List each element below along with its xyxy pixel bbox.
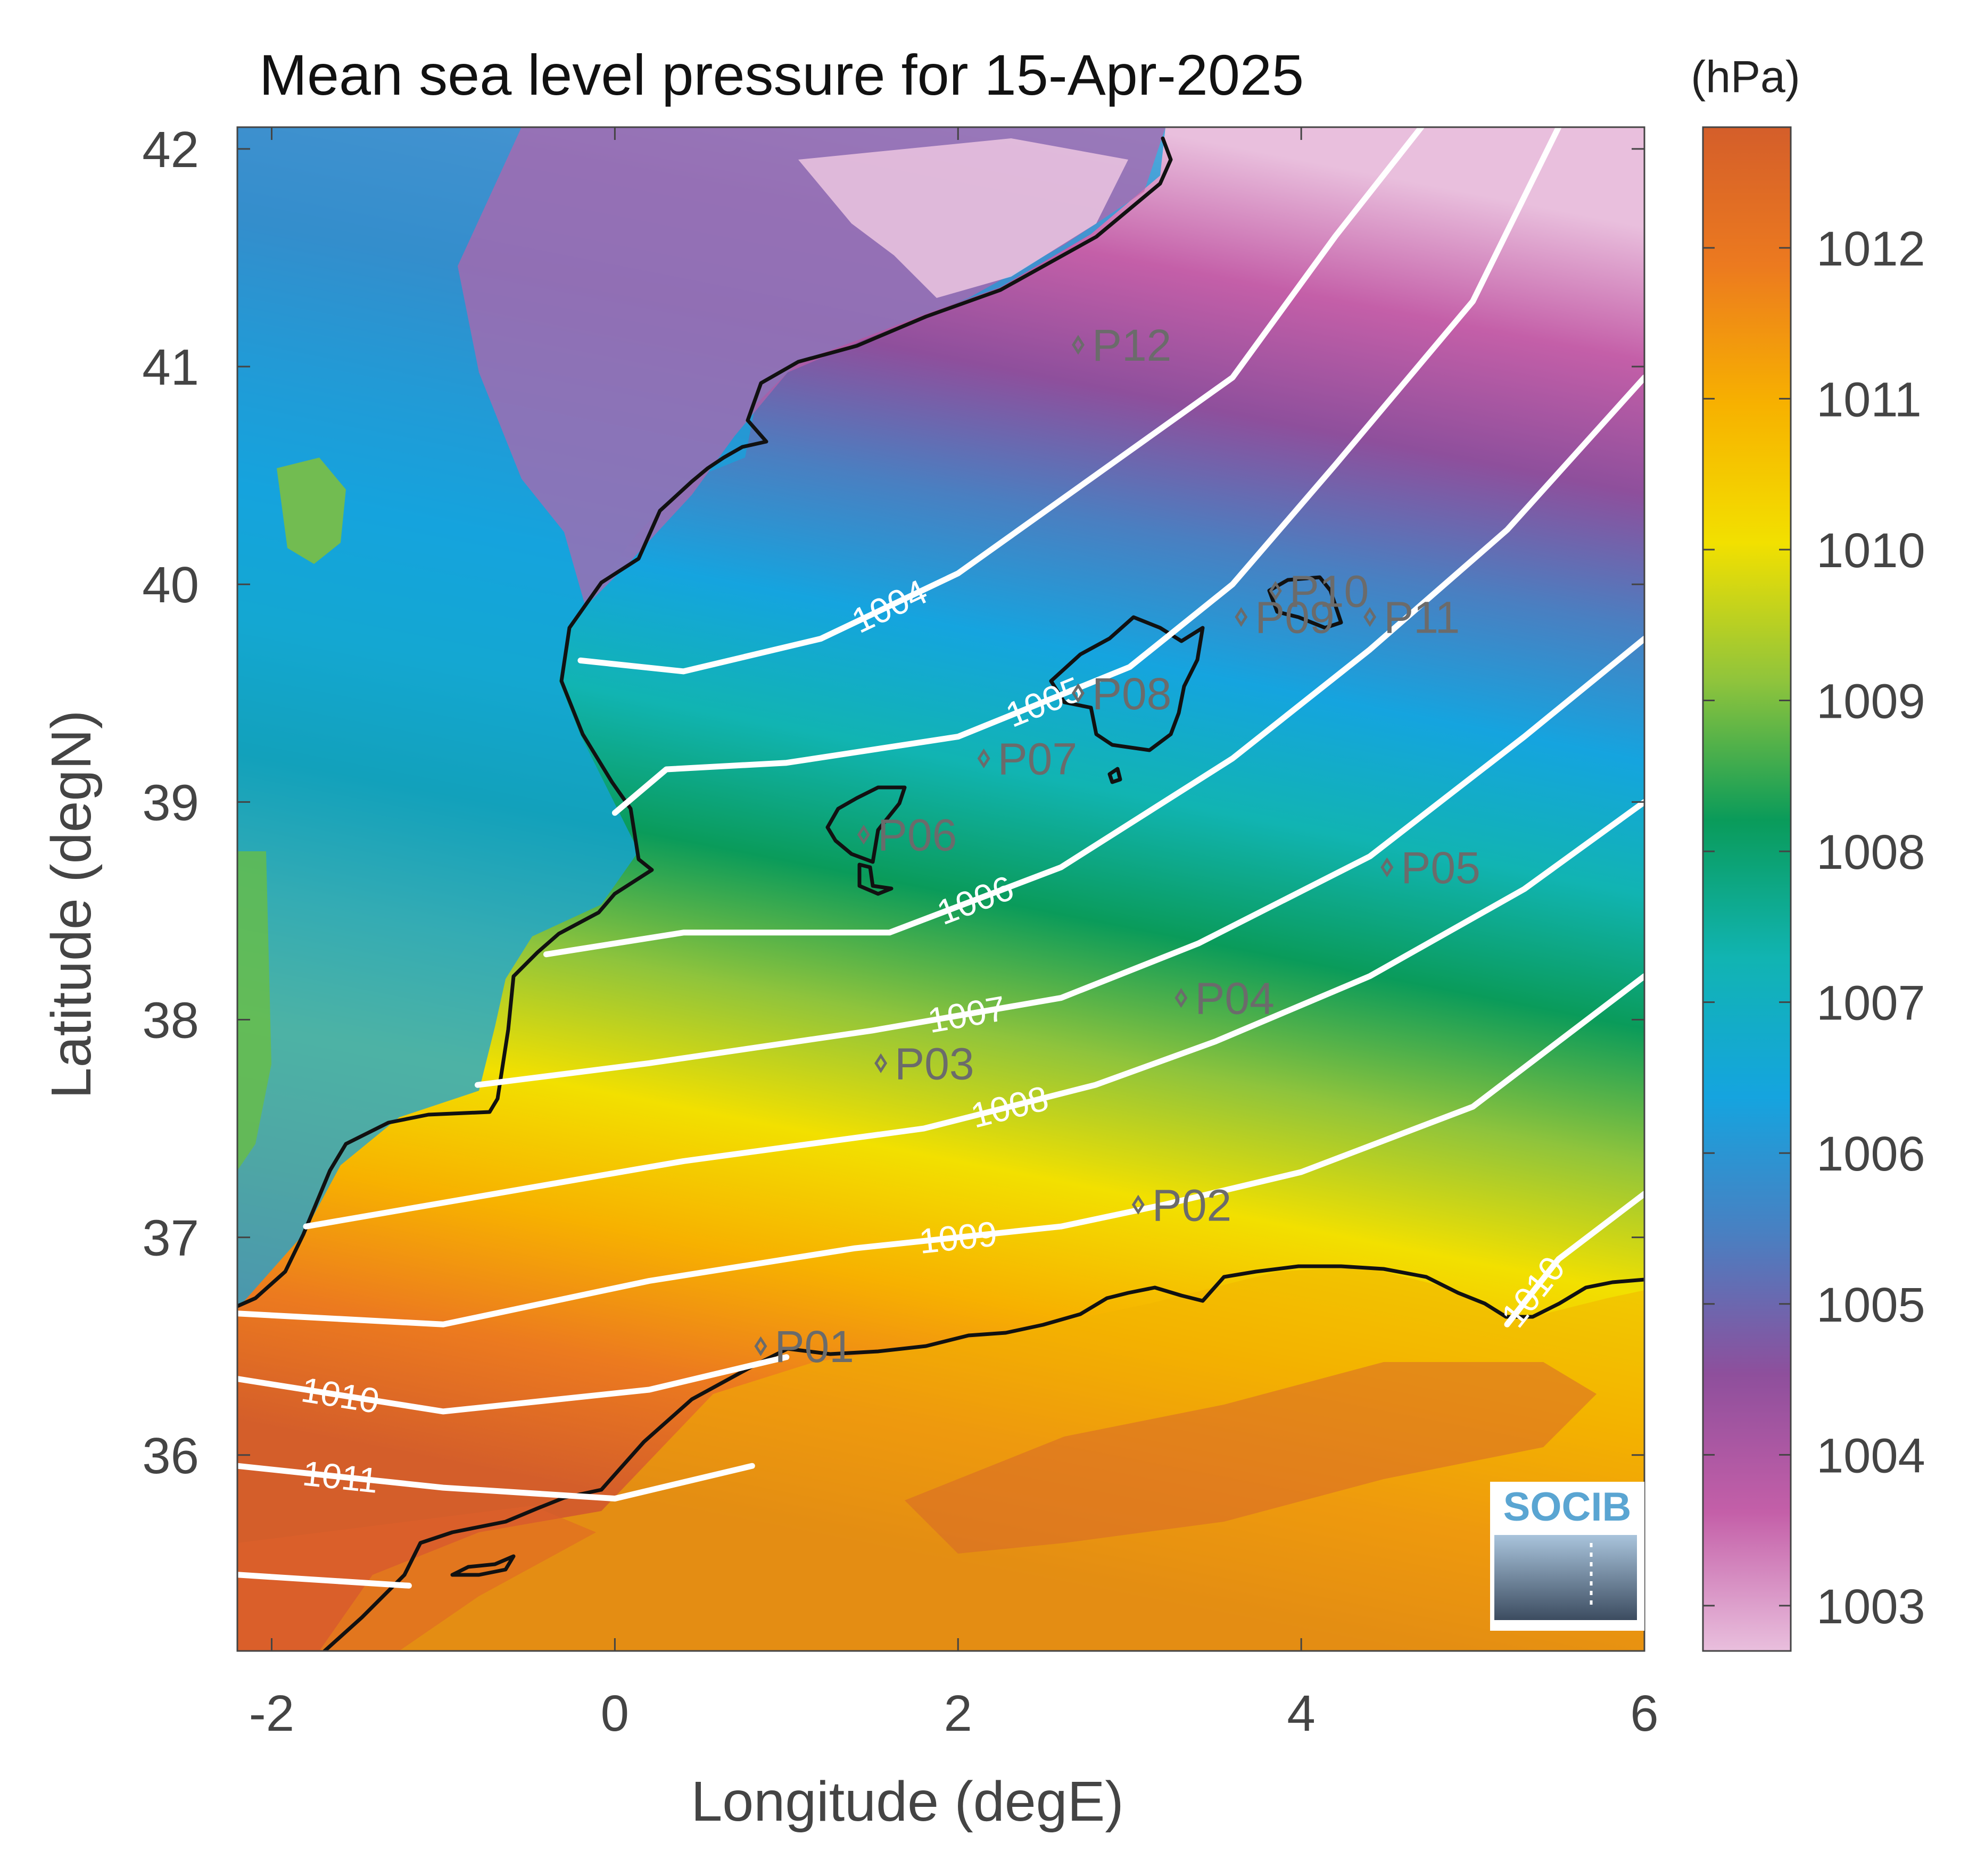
mallorca-coastline (1049, 615, 1205, 752)
alboran-coastline (450, 1554, 516, 1577)
inland-green-patch (277, 458, 346, 564)
isobar-label-group: 1010 (299, 1369, 382, 1421)
isobar-line (237, 1572, 412, 1589)
isobar-line (474, 636, 1644, 1088)
y-axis-label: Latitude (degN) (40, 710, 103, 1099)
station-label: P07 (998, 734, 1077, 784)
isobar-line (577, 127, 1425, 675)
colorbar-tick-label: 1012 (1816, 222, 1925, 276)
station-label: P08 (1092, 669, 1171, 719)
africa-mountains (905, 1362, 1597, 1554)
x-tick-labels: -2 0 2 4 6 (249, 1685, 1659, 1742)
station-label: P04 (1195, 974, 1274, 1024)
logo-text: SOCIB (1503, 1484, 1632, 1530)
isobar-label: 1011 (301, 1453, 380, 1500)
isobar-label-group: 1011 (301, 1453, 380, 1500)
station-label: P06 (878, 810, 957, 860)
y-tick-label: 38 (142, 992, 199, 1049)
coastlines (237, 136, 1644, 1651)
ibiza-coastline (825, 785, 907, 864)
colorbar-tick-label: 1003 (1816, 1580, 1925, 1634)
africa-coastline (322, 1264, 1644, 1651)
colorbar-tick-label: 1005 (1816, 1278, 1925, 1332)
isobar-line (237, 1354, 790, 1415)
iberia-peaks (798, 138, 1128, 298)
land-mask (237, 127, 1644, 1651)
formentera-coastline (857, 862, 894, 896)
isobar-line (1504, 1191, 1644, 1327)
cabrera-coastline (1107, 767, 1122, 784)
x-tick-label: 2 (944, 1685, 972, 1742)
colorbar-tick-label: 1004 (1816, 1429, 1925, 1483)
station-label: P01 (774, 1322, 854, 1372)
x-axis-label: Longitude (degE) (691, 1770, 1123, 1833)
y-tick-label: 42 (142, 121, 199, 178)
isobar-line (611, 127, 1562, 816)
iberia-land (237, 127, 1165, 1309)
x-tick-label: 4 (1287, 1685, 1315, 1742)
socib-logo: SOCIB (1490, 1482, 1644, 1631)
menorca-coastline (1267, 575, 1343, 630)
y-tick-label: 36 (142, 1427, 199, 1484)
y-tick-label: 37 (142, 1210, 199, 1267)
colorbar-tick-label: 1006 (1816, 1127, 1925, 1181)
africa-coast-orange (237, 1506, 596, 1651)
station-label: P09 (1255, 593, 1334, 643)
africa-land (319, 1266, 1644, 1651)
isobar-label-group: 1009 (917, 1214, 999, 1261)
logo-image (1494, 1535, 1637, 1620)
station-marker (1071, 335, 1085, 355)
station-marker (857, 825, 870, 845)
station-marker (754, 1336, 767, 1356)
isobar-line (303, 799, 1644, 1230)
isobar-line (543, 375, 1644, 958)
colorbar-tick-label: 1011 (1816, 372, 1922, 427)
y-tick-labels: 36 37 38 39 40 41 42 (142, 121, 199, 1484)
x-tick-label: 6 (1630, 1685, 1658, 1742)
y-tick-label: 40 (142, 557, 199, 613)
colorbar-unit: (hPa) (1691, 52, 1800, 102)
x-tick-label: -2 (249, 1685, 294, 1742)
x-tick-label: 0 (601, 1685, 629, 1742)
station-label: P12 (1092, 320, 1171, 370)
station-marker (1380, 857, 1394, 877)
station-label: P11 (1384, 593, 1460, 643)
isobar-label: 1009 (917, 1214, 999, 1261)
station-label: P05 (1401, 843, 1480, 893)
y-tick-label: 39 (142, 774, 199, 831)
station-marker (1269, 580, 1282, 601)
station-marker (1175, 987, 1188, 1008)
isobar-line (237, 973, 1644, 1327)
colorbar-tick-label: 1009 (1816, 675, 1925, 729)
station-marker (1071, 683, 1085, 703)
colorbar-tick-labels: 1003 1004 1005 1006 1007 1008 1009 1010 1011 1012 (1816, 222, 1925, 1634)
y-tick-label: 41 (142, 339, 199, 396)
colorbar-tick-label: 1010 (1816, 524, 1925, 578)
station-label: P10 (1289, 566, 1369, 616)
isobar-line (237, 1463, 755, 1502)
colorbar (1702, 126, 1792, 1652)
colorbar-ticks (1703, 247, 1791, 1607)
station-marker (1131, 1194, 1145, 1215)
station-marker (977, 748, 990, 769)
station-marker (874, 1053, 888, 1073)
chart-title: Mean sea level pressure for 15-Apr-2025 (259, 43, 1304, 107)
station-marker (1363, 607, 1377, 627)
station-marker (1235, 607, 1248, 627)
colorbar-tick-label: 1008 (1816, 825, 1925, 879)
station-label: P03 (895, 1039, 974, 1089)
iberia-coastline (237, 136, 1173, 1308)
map-frame (236, 126, 1645, 1652)
station-label: P02 (1152, 1180, 1231, 1230)
map-tick-marks (237, 127, 1645, 1651)
colorbar-tick-label: 1007 (1816, 976, 1925, 1031)
west-edge-green (237, 851, 271, 1171)
